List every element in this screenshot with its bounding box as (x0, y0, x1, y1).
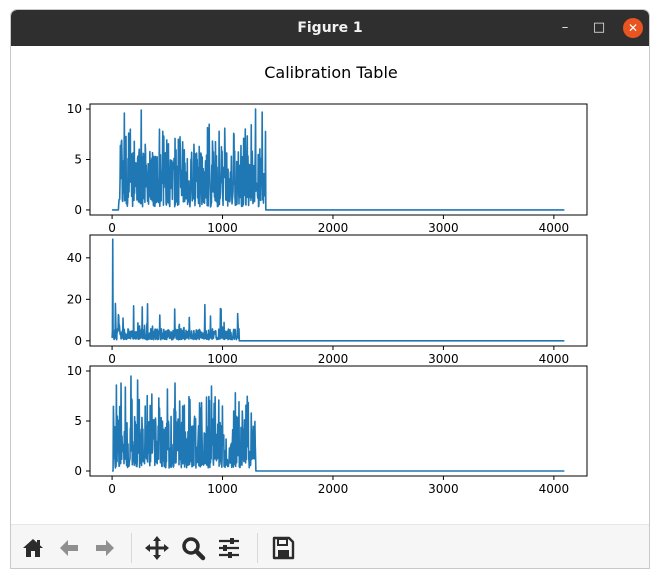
maximize-button[interactable]: □ (592, 20, 606, 35)
x-tick-label: 0 (108, 482, 116, 496)
y-tick-label: 0 (74, 334, 82, 348)
save-button[interactable] (269, 534, 297, 562)
x-tick-label: 1000 (207, 482, 238, 496)
forward-button[interactable] (91, 534, 119, 562)
zoom-button[interactable] (179, 534, 207, 562)
x-tick-label: 3000 (428, 352, 459, 366)
subplot-2: 0 1000 2000 3000 4000 0 20 40 (67, 234, 588, 366)
toolbar-separator (131, 533, 132, 563)
home-button[interactable] (19, 534, 47, 562)
figure-window: Figure 1 – □ ✕ Calibration Table 0 1000 20… (10, 9, 650, 569)
title-bar[interactable]: Figure 1 – □ ✕ (11, 10, 649, 46)
back-button[interactable] (55, 534, 83, 562)
home-icon (23, 539, 43, 557)
y-tick-label: 0 (74, 203, 82, 217)
x-tick-label: 2000 (318, 221, 349, 235)
subplot-3: 0 1000 2000 3000 4000 0 5 10 (67, 364, 588, 496)
x-tick-label: 3000 (428, 221, 459, 235)
save-icon (272, 536, 295, 560)
figure-canvas[interactable]: Calibration Table 0 1000 2000 3000 4000 0 5 10 0… (11, 46, 649, 524)
axes-frame (89, 234, 588, 347)
navigation-toolbar (11, 524, 649, 568)
x-tick-label: 4000 (539, 221, 570, 235)
toolbar-separator (257, 533, 258, 563)
x-tick-label: 2000 (318, 352, 349, 366)
x-tick-label: 1000 (207, 221, 238, 235)
x-tick-label: 2000 (318, 482, 349, 496)
y-tick-label: 5 (74, 414, 82, 428)
y-tick-label: 0 (74, 464, 82, 478)
y-tick-label: 20 (67, 292, 82, 306)
x-tick-label: 3000 (428, 482, 459, 496)
zoom-icon (182, 537, 206, 561)
x-tick-label: 0 (108, 221, 116, 235)
y-tick-label: 10 (67, 102, 82, 116)
figure-title: Calibration Table (264, 63, 398, 82)
x-tick-label: 4000 (539, 352, 570, 366)
series-line (111, 375, 565, 472)
pan-icon (145, 536, 169, 560)
y-tick-label: 10 (67, 364, 82, 378)
forward-icon (96, 540, 114, 556)
configure-subplots-icon (219, 538, 239, 558)
x-tick-label: 1000 (207, 352, 238, 366)
series-line (111, 108, 565, 211)
series-line (111, 238, 565, 342)
pan-button[interactable] (143, 534, 171, 562)
window-title: Figure 1 (297, 20, 363, 36)
close-button[interactable]: ✕ (623, 18, 643, 38)
configure-subplots-button[interactable] (215, 534, 243, 562)
y-tick-label: 5 (74, 153, 82, 167)
subplot-1: 0 1000 2000 3000 4000 0 5 10 (67, 102, 588, 235)
figure-svg: Calibration Table 0 1000 2000 3000 400005100… (67, 63, 588, 496)
minimize-button[interactable]: – (561, 20, 569, 35)
y-tick-label: 40 (67, 251, 82, 265)
back-icon (60, 540, 78, 556)
x-tick-label: 4000 (539, 482, 570, 496)
x-tick-label: 0 (108, 352, 116, 366)
